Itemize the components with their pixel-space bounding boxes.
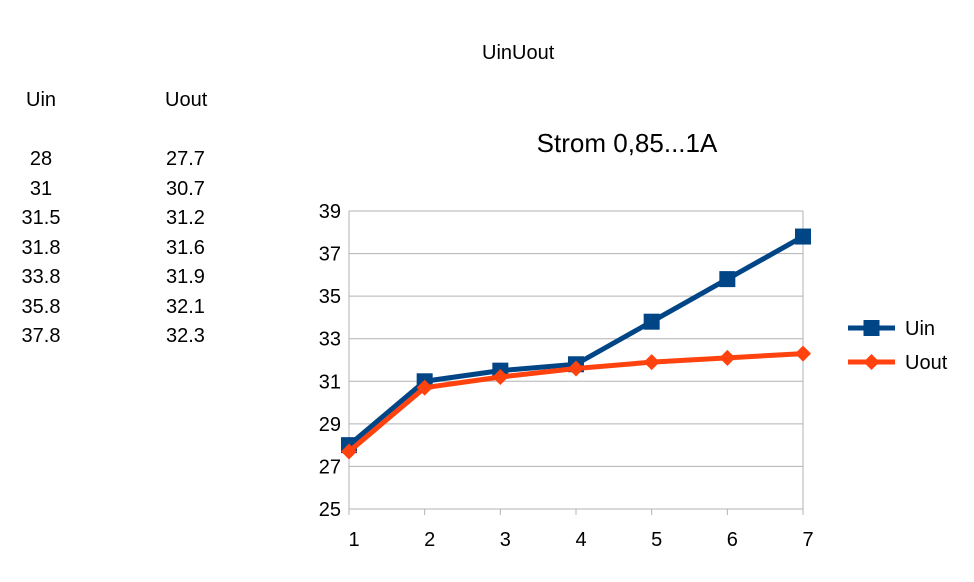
uin-cell[interactable]: 28 bbox=[29, 148, 53, 170]
x-axis-ticks: 1 2 3 4 5 6 7 bbox=[348, 529, 813, 551]
uin-cell[interactable]: 31.5 bbox=[21, 207, 61, 229]
uout-cell[interactable]: 32.1 bbox=[166, 295, 205, 318]
uout-cell[interactable]: 31.9 bbox=[166, 266, 205, 288]
y-tick-label: 27 bbox=[319, 456, 341, 478]
uout-point[interactable] bbox=[568, 360, 584, 377]
uout-cell[interactable]: 30.7 bbox=[166, 177, 205, 200]
uin-cell[interactable]: 31 bbox=[29, 177, 53, 200]
series-uin bbox=[341, 228, 811, 454]
series-line-uin bbox=[346, 234, 806, 448]
uout-cell[interactable]: 31.6 bbox=[166, 236, 205, 259]
legend-entry-uout[interactable]: Uout bbox=[848, 352, 948, 374]
legend-marker[interactable] bbox=[863, 320, 880, 336]
uout-point[interactable] bbox=[795, 345, 811, 362]
uin-cell[interactable]: 31.8 bbox=[21, 236, 61, 259]
uin-point[interactable] bbox=[643, 313, 660, 330]
x-tick-label: 2 bbox=[424, 529, 435, 551]
uin-column: 28 31 31.5 31.8 33.8 35.8 37.8 bbox=[10, 145, 72, 352]
uout-column: 27.7 30.7 31.2 31.6 31.9 32.1 32.3 bbox=[166, 145, 226, 352]
uout-point[interactable] bbox=[719, 349, 736, 366]
uout-cell[interactable]: 31.2 bbox=[166, 207, 205, 229]
uout-cell[interactable]: 32.3 bbox=[166, 325, 205, 347]
y-axis-ticks: 25 27 29 31 33 35 37 39 bbox=[319, 201, 341, 521]
y-tick-label: 39 bbox=[319, 201, 341, 223]
x-tick-label: 3 bbox=[500, 529, 511, 551]
uout-point[interactable] bbox=[416, 379, 433, 396]
x-tick-label: 7 bbox=[802, 529, 813, 551]
y-tick-label: 29 bbox=[319, 414, 341, 436]
series-uout bbox=[341, 345, 811, 460]
x-tick-label: 6 bbox=[727, 529, 738, 551]
legend-marker[interactable] bbox=[863, 354, 880, 370]
chart-title: Strom 0,85...1A bbox=[537, 128, 718, 158]
legend-label: Uin bbox=[905, 318, 935, 340]
uout-point[interactable] bbox=[341, 443, 357, 460]
uin-point[interactable] bbox=[719, 271, 736, 288]
uout-point[interactable] bbox=[643, 354, 660, 371]
sheet-title: UinUout bbox=[482, 42, 555, 64]
x-tick-label: 1 bbox=[348, 529, 359, 551]
uin-cell[interactable]: 37.8 bbox=[21, 325, 61, 347]
legend-label: Uout bbox=[905, 352, 948, 374]
uin-cell[interactable]: 35.8 bbox=[21, 295, 61, 318]
x-tick-label: 4 bbox=[575, 529, 586, 551]
column-header-uin[interactable]: Uin bbox=[26, 89, 57, 111]
y-tick-label: 33 bbox=[319, 329, 341, 351]
series bbox=[341, 228, 811, 460]
legend: Uin Uout bbox=[848, 318, 948, 374]
legend-entry-uin[interactable]: Uin bbox=[848, 318, 935, 340]
x-tick-label: 5 bbox=[651, 529, 662, 551]
column-header-uout[interactable]: Uout bbox=[165, 89, 208, 111]
uin-point[interactable] bbox=[795, 228, 811, 245]
uout-cell[interactable]: 27.7 bbox=[166, 148, 205, 170]
y-tick-label: 37 bbox=[319, 244, 341, 266]
y-tick-label: 31 bbox=[319, 371, 341, 393]
y-tick-label: 25 bbox=[319, 499, 341, 521]
uout-point[interactable] bbox=[492, 369, 509, 386]
y-tick-label: 35 bbox=[319, 286, 341, 308]
uin-cell[interactable]: 33.8 bbox=[21, 266, 61, 288]
